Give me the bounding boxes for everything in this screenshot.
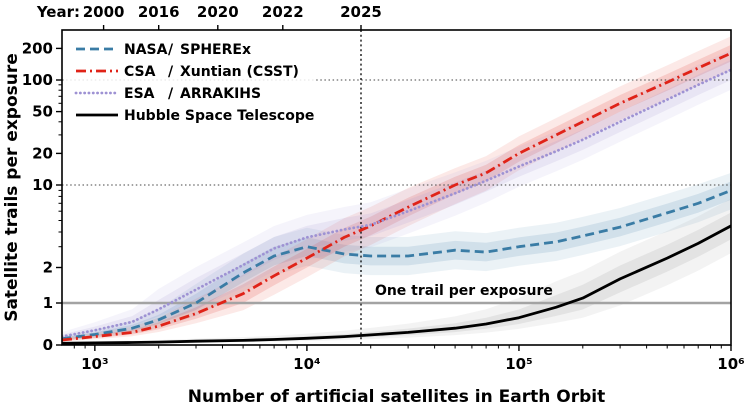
y-axis-title: Satellite trails per exposure (2, 53, 22, 322)
series-band-hubble-space-telescope (62, 212, 731, 344)
series-line-esa-arrakihs (62, 68, 731, 338)
year-tick-label: 2022 (262, 3, 304, 21)
y-tick-label: 2 (43, 258, 53, 276)
series-line-hubble-space-telescope (62, 224, 731, 345)
y-tick-label: 100 (22, 71, 53, 89)
annotation-one-trail: One trail per exposure (375, 283, 553, 299)
legend-label-nasa-spherex: NASA/SPHEREx (124, 42, 251, 58)
series-band-nasa-spherex (62, 181, 731, 340)
legend-label-esa-arrakihs: ESA / ARRAKIHS (124, 86, 261, 102)
x-tick-label: 10⁵ (505, 355, 532, 373)
year-tick-label: 2025 (340, 3, 382, 21)
x-axis-title: Number of artificial satellites in Earth… (188, 387, 605, 407)
series-band-csa-xuntian-csst (62, 36, 731, 342)
series-band-esa-arrakihs (62, 59, 731, 339)
year-axis-label: Year: (36, 3, 80, 21)
y-tick-label: 10 (32, 176, 53, 194)
y-tick-label: 20 (32, 144, 53, 162)
year-tick-label: 2020 (197, 3, 239, 21)
x-tick-label: 10⁴ (293, 355, 320, 373)
y-tick-label: 50 (32, 103, 53, 121)
year-tick-label: 2016 (138, 3, 180, 21)
series-line-nasa-spherex (62, 189, 731, 341)
series-line-csa-xuntian-csst (62, 51, 731, 342)
y-tick-label: 0 (43, 336, 53, 354)
y-tick-label: 200 (22, 39, 53, 57)
plot-frame (61, 29, 732, 346)
series-band-hubble-space-telescope (62, 198, 731, 344)
legend-label-csa-xuntian-csst: CSA / Xuntian (CSST) (124, 64, 299, 80)
y-tick-label: 1 (43, 294, 53, 312)
x-tick-label: 10⁶ (717, 355, 744, 373)
legend-label-hubble-space-telescope: Hubble Space Telescope (124, 108, 314, 124)
series-band-esa-arrakihs (62, 49, 731, 340)
x-tick-label: 10³ (81, 355, 108, 373)
plot-area (62, 30, 731, 345)
year-tick-label: 2000 (83, 3, 125, 21)
